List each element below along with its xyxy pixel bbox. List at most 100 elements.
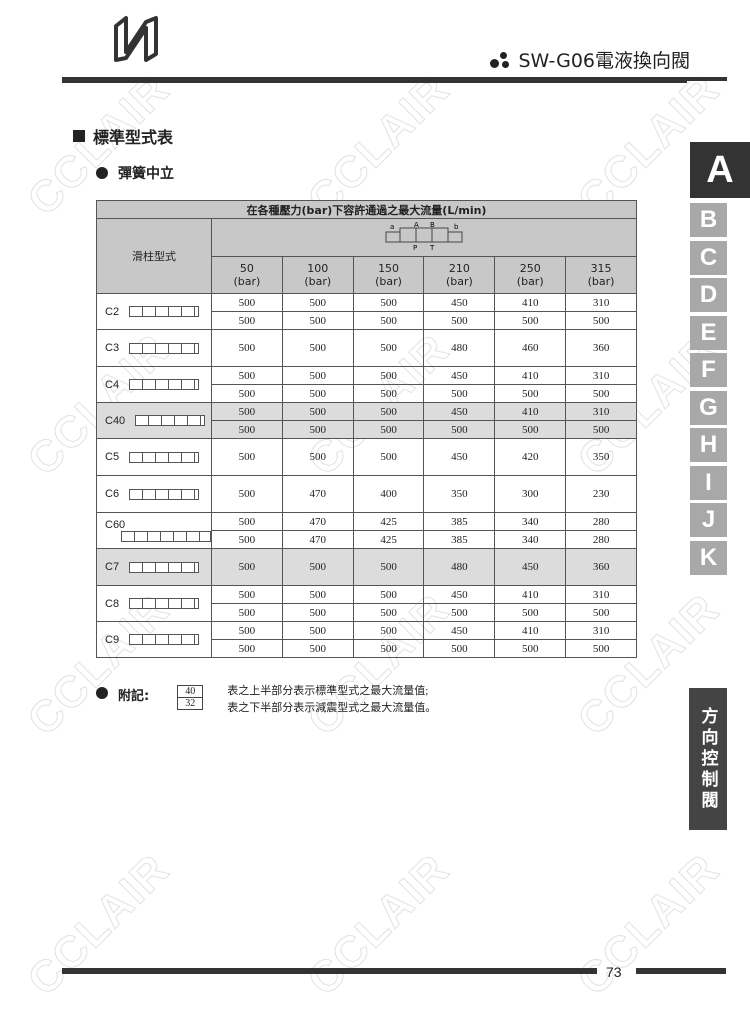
tab-E[interactable]: E [690, 315, 727, 350]
flow-value: 230 [565, 475, 637, 513]
flow-value: 400 [352, 475, 425, 513]
header-rule [62, 77, 687, 83]
spool-symbol-icon [135, 415, 206, 427]
spool-type: C8 [105, 597, 120, 610]
flow-value: 350 [565, 438, 637, 476]
note-line-1: 表之上半部分表示標準型式之最大流量值; [227, 685, 429, 697]
tab-G[interactable]: G [690, 390, 727, 425]
spool-type-cell: C2 [96, 293, 212, 330]
table-row: 500 500 500 500 500 500 [97, 420, 637, 439]
spool-symbol-icon [129, 379, 200, 391]
note-label: 附記: [118, 689, 150, 704]
tab-A[interactable]: A [690, 142, 750, 198]
flow-value: 450 [494, 548, 567, 586]
flow-value: 450 [423, 621, 496, 640]
pressure-header: 150 (bar) [352, 256, 425, 294]
flow-value: 425 [352, 512, 425, 531]
spool-type-cell: C9 [96, 621, 212, 658]
flow-value: 500 [281, 548, 354, 586]
flow-value: 500 [423, 639, 496, 658]
flow-value: 500 [281, 420, 354, 439]
table-row: C40 500 500 500 450 410 310 [96, 402, 637, 439]
flow-value: 500 [281, 438, 354, 476]
spool-type-cell: C40 [96, 402, 212, 439]
flow-value: 500 [281, 329, 354, 367]
table-row: C7 500 500 500 480 450 360 [96, 548, 637, 586]
pressure-header: 100 (bar) [281, 256, 354, 294]
flow-value: 500 [211, 329, 283, 367]
flow-value: 280 [565, 512, 637, 531]
pressure-unit: (bar) [233, 275, 261, 288]
flow-value: 500 [494, 311, 567, 330]
flow-value: 410 [494, 293, 567, 312]
flow-value: 500 [352, 639, 425, 658]
tab-K[interactable]: K [690, 540, 727, 575]
pressure-unit: (bar) [304, 275, 332, 288]
spool-type: C3 [105, 342, 120, 354]
spool-type: C4 [105, 378, 120, 391]
flow-value: 500 [423, 603, 496, 622]
watermark-text: CCLAIR [568, 844, 730, 1006]
flow-value: 450 [423, 293, 496, 312]
spool-type-cell: C3 [96, 329, 212, 367]
pressure-value: 250 [519, 262, 541, 275]
flow-value: 410 [494, 366, 567, 385]
spool-symbol-icon [129, 306, 200, 318]
flow-value: 500 [352, 603, 425, 622]
flow-value: 500 [423, 384, 496, 403]
flow-value: 500 [565, 420, 637, 439]
spool-type-cell: C7 [96, 548, 212, 586]
flow-value: 500 [211, 585, 283, 604]
circle-bullet-icon [96, 167, 108, 179]
flow-value: 450 [423, 438, 496, 476]
flow-value: 500 [494, 384, 567, 403]
tab-J[interactable]: J [690, 503, 727, 537]
flow-value: 500 [281, 621, 354, 640]
spool-type-cell: C60 [96, 512, 212, 549]
flow-value: 500 [281, 366, 354, 385]
flow-value: 450 [423, 585, 496, 604]
pressure-header: 50 (bar) [211, 256, 283, 294]
tab-I[interactable]: I [690, 465, 727, 500]
table-row: C2 500 500 500 450 410 310 [96, 293, 637, 330]
flow-value: 500 [281, 402, 354, 421]
tab-C[interactable]: C [690, 240, 727, 275]
square-bullet-icon [73, 130, 85, 142]
flow-value: 460 [494, 329, 567, 367]
note-line-2: 表之下半部分表示減震型式之最大流量值。 [227, 702, 437, 714]
tab-D[interactable]: D [690, 278, 727, 312]
flow-value: 385 [423, 530, 496, 549]
flow-value: 500 [352, 585, 425, 604]
flow-value: 310 [565, 621, 637, 640]
tab-H[interactable]: H [690, 428, 727, 462]
table-row: C9 500 500 500 450 410 310 [96, 621, 637, 658]
pressure-value: 210 [448, 262, 470, 275]
flow-value: 385 [423, 512, 496, 531]
flow-value: 500 [494, 603, 567, 622]
flow-value: 500 [281, 293, 354, 312]
tab-F[interactable]: F [690, 353, 727, 387]
flow-value: 500 [565, 311, 637, 330]
flow-value: 310 [565, 402, 637, 421]
table-row: C6 500 470 400 350 300 230 [96, 475, 637, 513]
pressure-header: 315 (bar) [565, 256, 637, 294]
flow-value: 350 [423, 475, 496, 513]
flow-value: 500 [281, 311, 354, 330]
table-row: C3 500 500 500 480 460 360 [96, 329, 637, 367]
flow-value: 500 [352, 420, 425, 439]
flow-value: 500 [352, 621, 425, 640]
pressure-value: 50 [239, 262, 254, 275]
header-title-text: SW-G06電液換向閥 [518, 50, 690, 72]
flow-value: 425 [352, 530, 425, 549]
pressure-unit: (bar) [516, 275, 544, 288]
flow-value: 500 [281, 384, 354, 403]
tab-B[interactable]: B [690, 203, 727, 237]
flow-value: 500 [211, 475, 283, 513]
flow-value: 500 [494, 420, 567, 439]
flow-value: 500 [423, 311, 496, 330]
flow-value: 500 [423, 420, 496, 439]
pressure-unit: (bar) [587, 275, 615, 288]
flow-value: 450 [423, 402, 496, 421]
pressure-value: 100 [307, 262, 329, 275]
header-rule-right [687, 77, 727, 81]
